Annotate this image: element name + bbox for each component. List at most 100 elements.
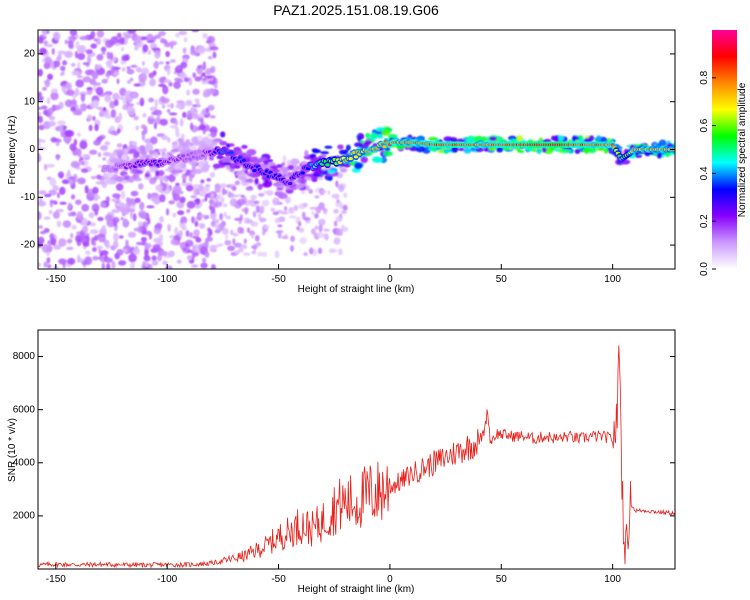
ridge-halo-blob [193, 168, 203, 174]
noise-blob [270, 207, 276, 212]
noise-blob [175, 132, 181, 138]
ridge-halo-blob [191, 163, 196, 170]
noise-blob [255, 205, 260, 214]
noise-blob [201, 80, 209, 85]
ridge-halo-blob [327, 170, 336, 174]
spectrogram-y-tick-label: -20 [21, 240, 36, 251]
noise-blob [117, 260, 127, 266]
noise-blob [320, 190, 327, 194]
noise-blob [341, 224, 345, 231]
ridge-core [300, 171, 305, 175]
ridge-halo-blob [304, 150, 309, 157]
noise-blob [135, 67, 142, 73]
noise-blob [112, 216, 120, 224]
noise-blob [122, 32, 132, 37]
noise-blob [243, 238, 247, 244]
noise-blob [199, 223, 206, 229]
noise-blob [163, 42, 171, 48]
noise-blob [230, 229, 234, 236]
noise-blob [93, 241, 97, 247]
ridge-halo-blob [431, 147, 437, 152]
noise-blob [96, 174, 102, 180]
noise-blob [188, 76, 193, 86]
noise-blob [129, 77, 134, 82]
noise-blob [176, 64, 182, 71]
noise-blob [111, 198, 120, 202]
noise-blob [297, 227, 305, 233]
noise-blob [49, 177, 57, 187]
noise-blob [170, 239, 178, 245]
noise-blob [193, 187, 197, 196]
colorbar-gradient [712, 30, 737, 269]
noise-blob [85, 49, 93, 55]
noise-blob [169, 59, 176, 63]
noise-blob [174, 226, 179, 236]
ridge-core [325, 163, 330, 167]
noise-blob [163, 79, 172, 84]
noise-blob [125, 239, 129, 249]
noise-blob [182, 111, 187, 119]
noise-blob [88, 124, 93, 132]
noise-blob [205, 67, 212, 76]
snr-series-line [38, 345, 675, 569]
snr-frame [37, 329, 676, 570]
noise-blob [154, 34, 162, 39]
noise-blob [322, 207, 328, 215]
noise-blob [330, 249, 338, 253]
noise-blob [182, 47, 187, 54]
noise-blob [204, 239, 209, 248]
spectrogram-blobs [38, 30, 675, 269]
noise-blob [144, 260, 149, 268]
noise-blob [219, 183, 227, 189]
ridge-halo-blob [561, 149, 572, 153]
ridge-halo-blob [354, 162, 363, 170]
noise-blob [189, 232, 193, 238]
ridge-halo-blob [572, 136, 579, 141]
noise-blob [84, 232, 90, 236]
noise-blob [75, 40, 80, 50]
noise-blob [301, 211, 306, 219]
noise-blob [77, 52, 86, 61]
noise-blob [43, 216, 51, 220]
noise-blob [132, 247, 140, 256]
noise-blob [159, 250, 168, 257]
noise-blob [240, 244, 245, 249]
ridge-halo-blob [339, 149, 347, 155]
ridge-halo-blob [656, 153, 662, 159]
noise-blob [39, 196, 43, 203]
noise-blob [91, 203, 100, 213]
noise-blob [93, 197, 98, 202]
snr-y-tick-label: 4000 [13, 457, 36, 468]
ridge-halo-blob [207, 138, 213, 145]
noise-blob [80, 93, 86, 103]
ridge-halo-blob [155, 170, 160, 177]
noise-blob [79, 104, 85, 109]
noise-blob [71, 70, 81, 76]
noise-blob [179, 196, 186, 204]
noise-blob [259, 205, 265, 212]
noise-blob [299, 237, 307, 245]
noise-blob [333, 220, 338, 227]
noise-blob [43, 40, 49, 45]
noise-blob [210, 264, 216, 269]
noise-blob [115, 183, 124, 191]
noise-blob [144, 249, 149, 257]
noise-blob [120, 217, 124, 221]
ridge-halo-blob [272, 169, 280, 173]
ridge-halo-blob [132, 152, 140, 159]
noise-blob [337, 171, 342, 177]
noise-blob [177, 210, 185, 216]
spectrogram-y-axis-label: Frequency (Hz) [7, 116, 18, 185]
ridge-halo-blob [664, 152, 671, 158]
ridge-halo-blob [443, 148, 453, 153]
noise-blob [100, 145, 109, 151]
noise-blob [135, 169, 143, 175]
ridge-core [353, 155, 359, 159]
ridge-halo-blob [134, 177, 142, 182]
noise-blob [209, 244, 216, 253]
ridge-halo-blob [106, 171, 114, 178]
ridge-halo-blob [596, 135, 602, 142]
ridge-halo-blob [481, 136, 488, 142]
noise-blob [218, 223, 225, 231]
